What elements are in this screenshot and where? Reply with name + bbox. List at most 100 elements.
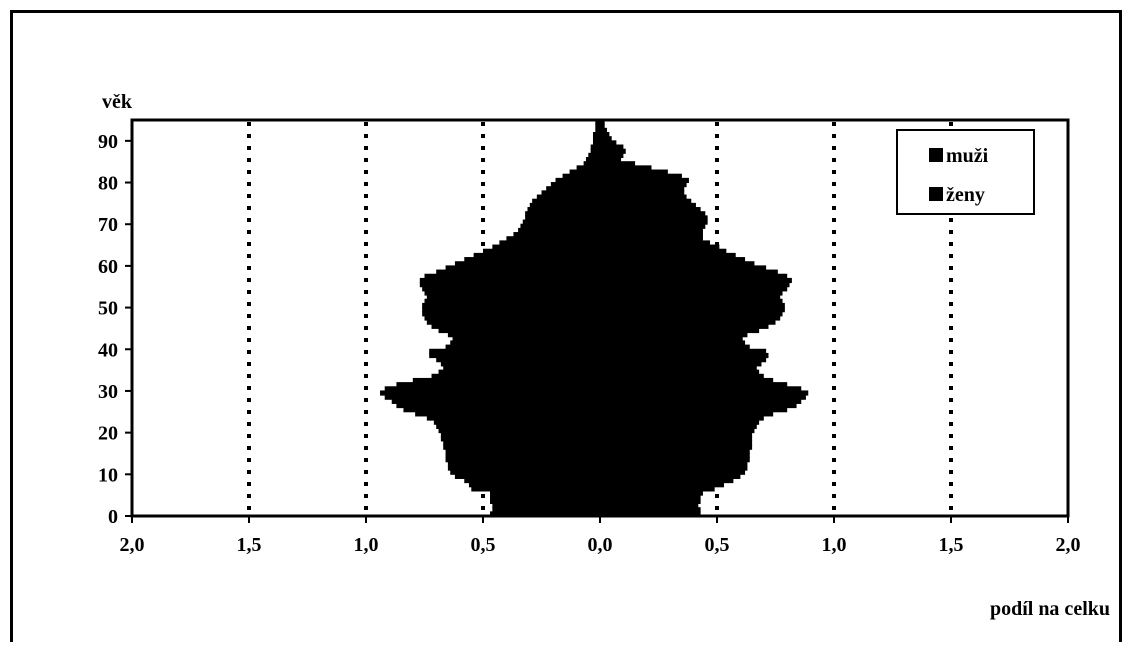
bar-right-age-30 [600,386,802,392]
bar-right-age-48 [600,311,783,317]
bar-left-age-12 [447,461,600,467]
bars [380,119,809,517]
bar-left-age-42 [452,336,600,342]
bar-left-age-81 [562,173,600,179]
bar-left-age-69 [520,223,600,229]
bar-left-age-62 [473,252,600,259]
x-tick-label-8: 2,0 [1056,534,1081,556]
bar-right-age-29 [600,390,809,396]
bar-right-age-70 [600,219,708,225]
bar-left-age-2 [492,502,600,509]
bar-right-age-25 [600,407,788,413]
bar-right-age-38 [600,352,769,359]
bar-right-age-74 [600,202,696,209]
legend-swatch-zeny [929,187,943,201]
bar-right-age-40 [600,344,750,350]
bar-left-age-1 [492,507,600,513]
x-axis-title: podíl na celku [990,598,1110,620]
bar-left-age-94 [595,119,600,125]
bar-left-age-33 [431,373,600,379]
bar-right-age-47 [600,315,781,321]
bar-left-age-92 [595,127,600,134]
bar-right-age-7 [600,482,725,488]
bar-left-age-79 [550,182,600,188]
x-tick-label-7: 1,5 [939,534,964,556]
bar-left-age-48 [422,311,600,317]
bar-left-age-28 [384,394,600,400]
bar-right-age-22 [600,419,760,425]
bar-right-age-11 [600,465,748,471]
bar-left-age-7 [468,482,600,488]
bar-right-age-72 [600,211,706,217]
bar-left-age-55 [419,282,600,288]
bar-left-age-54 [422,286,600,292]
y-tick-label-5: 50 [98,298,118,320]
legend-swatch-muzi [929,148,943,162]
bar-right-age-91 [600,132,610,138]
bar-right-age-35 [600,365,757,371]
bar-left-age-0 [490,511,600,517]
legend-box [896,129,1035,215]
bar-right-age-68 [600,227,703,234]
bar-right-age-10 [600,469,746,475]
bar-right-age-9 [600,473,741,479]
bar-right-age-59 [600,265,767,271]
bar-left-age-59 [445,265,600,271]
bar-right-age-65 [600,240,710,246]
x-tick-label-6: 1,0 [822,534,847,556]
bar-right-age-31 [600,382,788,388]
bar-left-age-46 [426,319,600,325]
bar-left-age-3 [490,498,600,504]
bar-right-age-6 [600,486,715,492]
bar-left-age-36 [440,361,600,367]
bar-left-age-21 [436,423,600,429]
bar-right-age-1 [600,507,701,513]
bar-right-age-24 [600,411,774,417]
bar-left-age-78 [546,186,600,192]
y-tick-label-9: 90 [98,131,118,153]
bar-left-age-11 [447,465,600,471]
bar-left-age-24 [415,411,600,417]
bar-right-age-92 [600,127,608,134]
bar-left-age-75 [532,198,600,204]
y-tick-label-0: 0 [108,506,118,528]
bar-right-age-87 [600,148,626,154]
bar-right-age-13 [600,457,750,463]
bar-right-age-56 [600,277,792,284]
bar-right-age-89 [600,140,617,146]
bar-left-age-73 [527,207,600,213]
bar-left-age-45 [431,323,600,329]
bar-left-age-35 [443,365,600,371]
bar-left-age-60 [454,261,600,267]
bar-right-age-42 [600,336,743,342]
bar-right-age-90 [600,136,612,142]
bar-right-age-73 [600,207,701,213]
bar-right-age-36 [600,361,762,367]
bar-right-age-17 [600,440,753,446]
bar-right-age-33 [600,373,764,379]
bar-right-age-34 [600,369,760,375]
bar-right-age-44 [600,327,760,334]
bar-left-age-15 [445,448,600,454]
bar-left-age-10 [450,469,600,475]
bar-right-age-57 [600,273,788,279]
bar-right-age-82 [600,169,668,175]
bar-left-age-65 [499,240,600,246]
bar-right-age-20 [600,427,755,434]
bar-left-age-66 [506,236,600,242]
bar-left-age-61 [464,257,600,263]
bar-right-age-0 [600,511,701,517]
bar-left-age-63 [483,248,600,254]
bar-right-age-43 [600,332,748,338]
bar-right-age-71 [600,215,708,221]
bar-right-age-5 [600,490,703,496]
legend-label-muzi: muži [946,145,989,167]
bar-right-age-16 [600,444,753,450]
bar-left-age-34 [438,369,600,375]
bar-left-age-83 [576,165,600,171]
bar-left-age-4 [490,494,600,500]
bar-right-age-69 [600,223,706,229]
bar-right-age-14 [600,452,750,459]
bar-left-age-88 [590,144,600,150]
